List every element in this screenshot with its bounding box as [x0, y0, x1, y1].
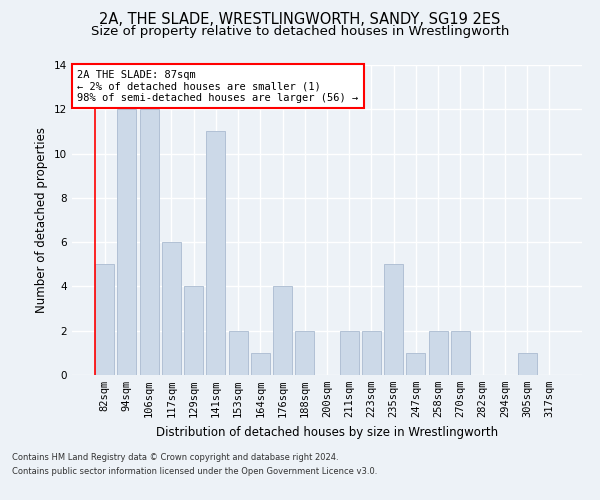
Text: Size of property relative to detached houses in Wrestlingworth: Size of property relative to detached ho…: [91, 25, 509, 38]
Bar: [362, 330, 381, 375]
Bar: [229, 330, 248, 375]
Bar: [295, 330, 314, 375]
Bar: [451, 330, 470, 375]
Bar: [206, 132, 225, 375]
Text: 2A, THE SLADE, WRESTLINGWORTH, SANDY, SG19 2ES: 2A, THE SLADE, WRESTLINGWORTH, SANDY, SG…: [100, 12, 500, 28]
Bar: [140, 110, 158, 375]
Bar: [429, 330, 448, 375]
Bar: [406, 353, 425, 375]
Text: 2A THE SLADE: 87sqm
← 2% of detached houses are smaller (1)
98% of semi-detached: 2A THE SLADE: 87sqm ← 2% of detached hou…: [77, 70, 358, 103]
Bar: [340, 330, 359, 375]
Bar: [95, 264, 114, 375]
Bar: [273, 286, 292, 375]
Bar: [251, 353, 270, 375]
Bar: [162, 242, 181, 375]
X-axis label: Distribution of detached houses by size in Wrestlingworth: Distribution of detached houses by size …: [156, 426, 498, 438]
Bar: [184, 286, 203, 375]
Text: Contains public sector information licensed under the Open Government Licence v3: Contains public sector information licen…: [12, 467, 377, 476]
Text: Contains HM Land Registry data © Crown copyright and database right 2024.: Contains HM Land Registry data © Crown c…: [12, 454, 338, 462]
Y-axis label: Number of detached properties: Number of detached properties: [35, 127, 49, 313]
Bar: [518, 353, 536, 375]
Bar: [384, 264, 403, 375]
Bar: [118, 110, 136, 375]
